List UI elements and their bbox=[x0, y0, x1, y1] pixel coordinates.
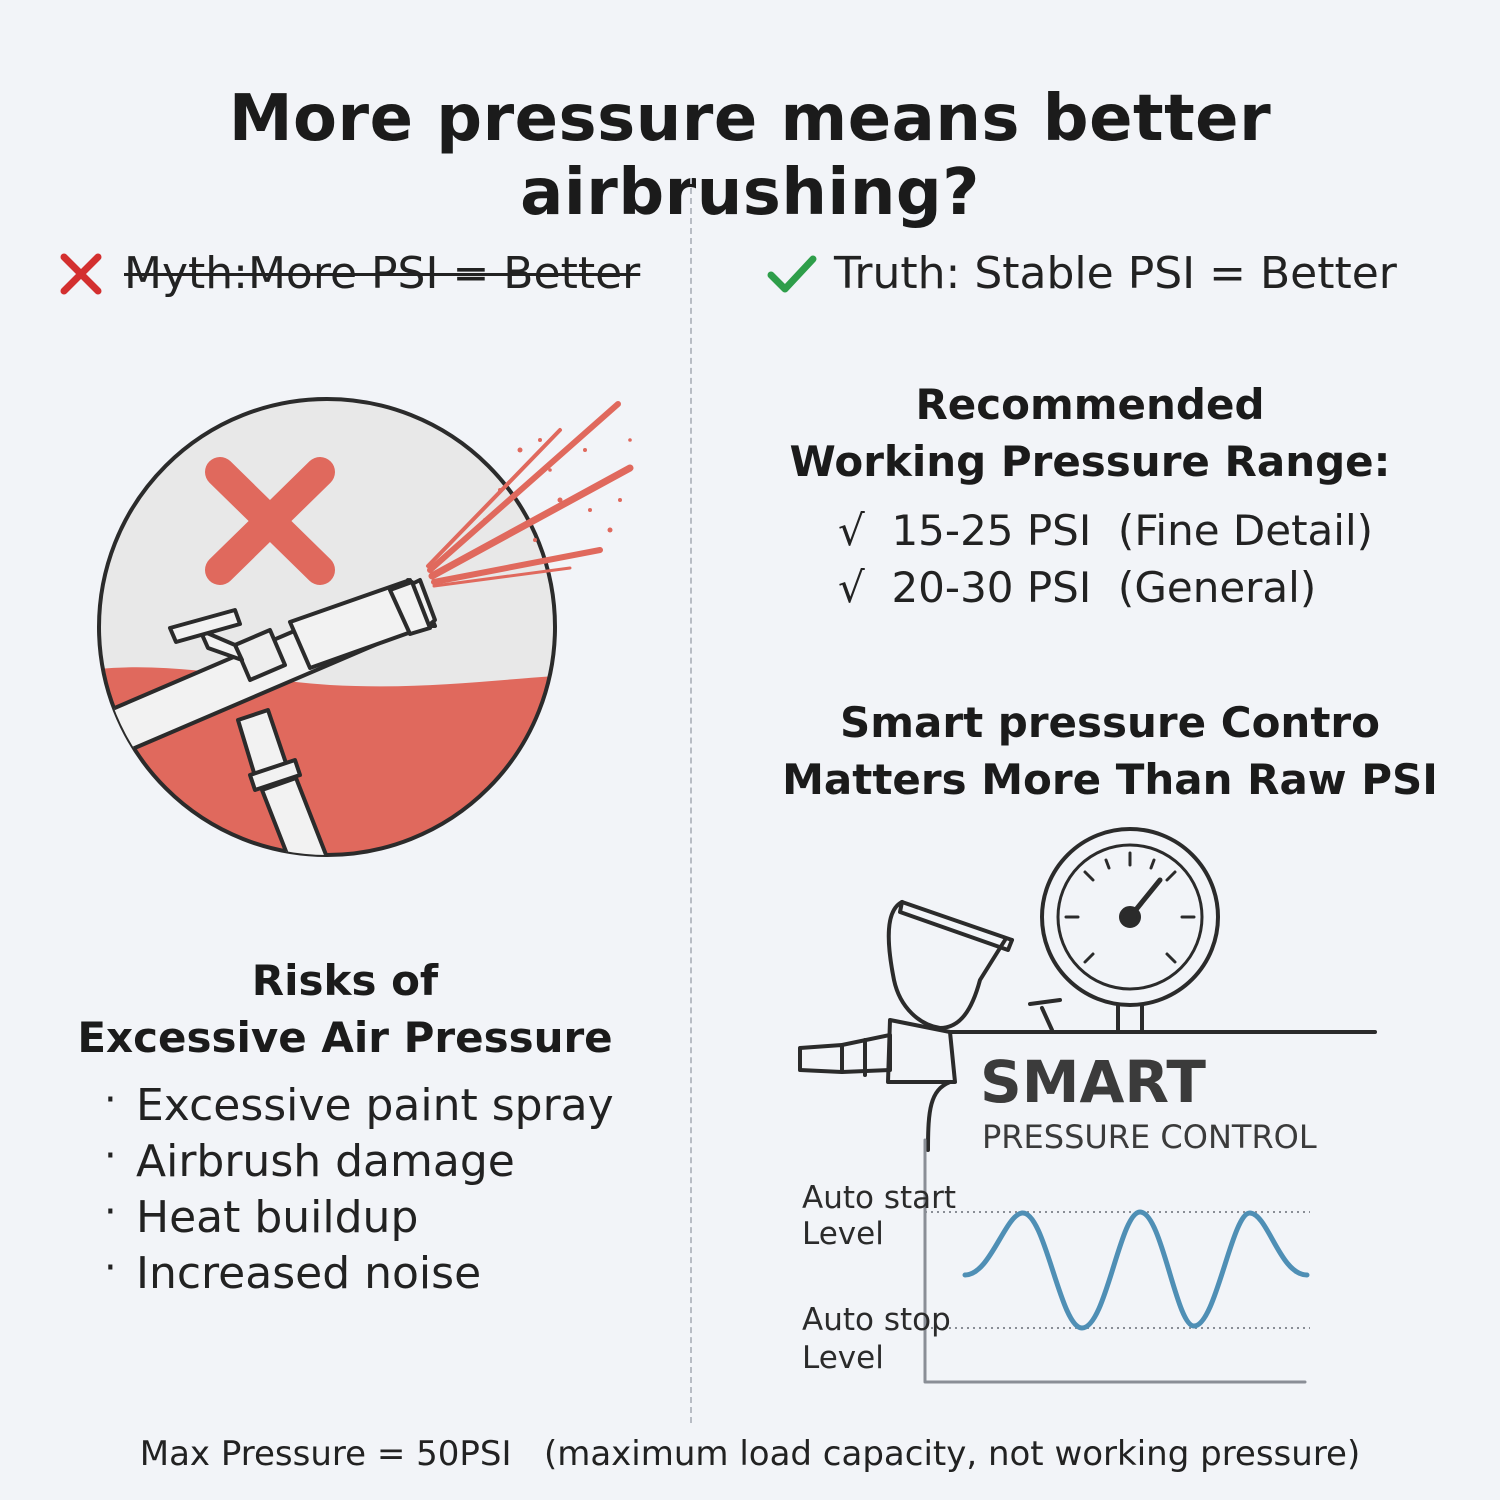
truth-header: Truth: Stable PSI = Better bbox=[766, 248, 1397, 299]
paint-cup-icon bbox=[886, 900, 1014, 1030]
auto-start-label-level: Level bbox=[802, 1216, 884, 1252]
x-mark-icon bbox=[60, 253, 102, 294]
risk-item: Increased noise bbox=[104, 1240, 614, 1302]
pressure-range-item: √ 20-30 PSI (General) bbox=[838, 563, 1317, 612]
auto-stop-label: Auto stop bbox=[802, 1302, 951, 1338]
risk-item: Excessive paint spray bbox=[104, 1072, 614, 1134]
footer-note: Max Pressure = 50PSI (maximum load capac… bbox=[139, 1434, 1361, 1474]
smart-logo-text: SMART bbox=[980, 1048, 1206, 1116]
risks-heading-line2: Excessive Air Pressure bbox=[77, 1013, 613, 1062]
risk-item: Heat buildup bbox=[104, 1184, 614, 1246]
smart-heading-line2: Matters More Than Raw PSI bbox=[782, 755, 1438, 804]
risks-list: Excessive paint spray Airbrush damage He… bbox=[104, 1072, 614, 1302]
truth-label: Truth: Stable PSI = Better bbox=[834, 248, 1397, 299]
spray-icon bbox=[426, 401, 634, 588]
recommended-heading-line2: Working Pressure Range: bbox=[789, 437, 1391, 486]
auto-stop-label-level: Level bbox=[802, 1340, 884, 1376]
recommended-heading: Recommended Working Pressure Range: bbox=[760, 376, 1420, 490]
page-title: More pressure means better airbrushing? bbox=[228, 82, 1272, 230]
risks-heading-line1: Risks of bbox=[251, 956, 439, 1005]
risks-heading: Risks of Excessive Air Pressure bbox=[70, 952, 620, 1066]
myth-header: Myth:More PSI = Better bbox=[58, 248, 640, 299]
center-divider bbox=[690, 178, 692, 1423]
recommended-heading-line1: Recommended bbox=[915, 380, 1265, 429]
smart-control-heading: Smart pressure Contro Matters More Than … bbox=[760, 694, 1460, 808]
myth-label: Myth:More PSI = Better bbox=[124, 248, 641, 299]
pressure-wave-line bbox=[962, 1209, 1310, 1331]
risk-item: Airbrush damage bbox=[104, 1128, 614, 1190]
smart-pressure-illustration: SMART PRESSURE CONTROL Auto start Level … bbox=[798, 827, 1377, 1384]
pressure-gauge-icon bbox=[1040, 827, 1220, 1032]
pressure-range-item: √ 15-25 PSI (Fine Detail) bbox=[838, 506, 1374, 555]
overspray-illustration bbox=[97, 397, 634, 857]
airbrush-icon bbox=[798, 1018, 957, 1152]
auto-start-label: Auto start bbox=[802, 1180, 956, 1216]
smart-logo-subtext: PRESSURE CONTROL bbox=[982, 1118, 1317, 1156]
smart-heading-line1: Smart pressure Contro bbox=[840, 698, 1380, 747]
checkmark-icon bbox=[767, 255, 817, 292]
x-mark-icon bbox=[205, 457, 335, 585]
